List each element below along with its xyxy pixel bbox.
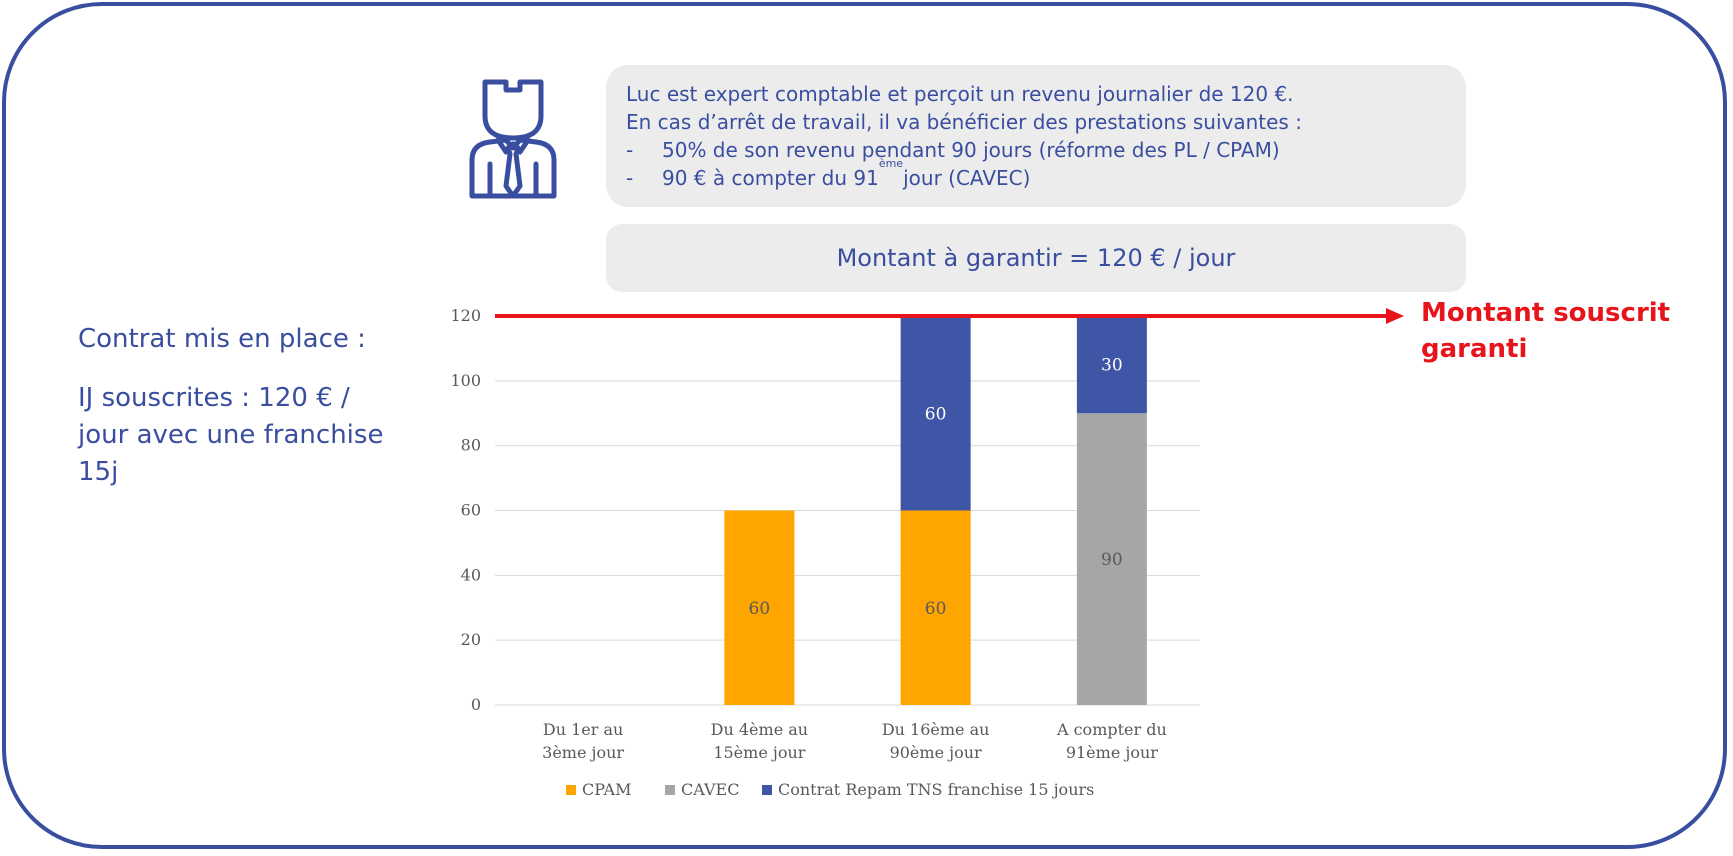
guarantee-label-line-2: garanti [1421, 334, 1528, 364]
y-tick-label: 60 [461, 501, 481, 520]
data-label: 60 [925, 404, 947, 424]
legend-swatch [566, 785, 576, 795]
bullet-dash: - [626, 138, 634, 162]
info-line-1: Luc est expert comptable et perçoit un r… [626, 82, 1294, 106]
legend-label: CPAM [582, 780, 631, 799]
bar-segment [1076, 316, 1147, 414]
info-line-2: En cas d’arrêt de travail, il va bénéfic… [626, 110, 1302, 134]
bullet-superscript: ème [878, 157, 904, 170]
x-tick-label: 3ème jour [542, 743, 624, 762]
bullet-text-pre: 90 € à compter du 91 [662, 166, 879, 190]
x-tick-label: 91ème jour [1066, 743, 1158, 762]
y-tick-label: 20 [461, 630, 481, 649]
x-tick-label: Du 1er au [543, 720, 623, 739]
contract-description: IJ souscrites : 120 € / jour avec une fr… [78, 383, 384, 487]
data-label: 60 [925, 599, 947, 619]
info-bullet-2: - 90 € à compter du 91 ème jour (CAVEC) [626, 157, 1446, 192]
guarantee-label-line-1: Montant souscrit [1421, 298, 1671, 328]
bar-segment [724, 510, 795, 705]
bar-segment [900, 510, 971, 705]
data-label: 30 [1101, 356, 1123, 376]
bar-segment [1076, 413, 1147, 705]
legend-label: Contrat Repam TNS franchise 15 jours [778, 780, 1094, 799]
amount-to-guarantee-text: Montant à garantir = 120 € / jour [836, 244, 1236, 272]
y-tick-label: 80 [461, 436, 481, 455]
y-tick-label: 40 [461, 565, 481, 584]
info-bullet-1: - 50% de son revenu pendant 90 jours (ré… [626, 136, 1446, 164]
x-tick-label: A compter du [1056, 720, 1167, 739]
data-label: 90 [1101, 550, 1123, 570]
legend-swatch [665, 785, 675, 795]
bullet-dash: - [626, 166, 634, 190]
arrow-right-icon [1386, 308, 1404, 324]
person-with-tie-icon [469, 79, 557, 199]
contract-title: Contrat mis en place : [78, 324, 366, 354]
y-tick-label: 0 [471, 695, 481, 714]
legend-swatch [762, 785, 772, 795]
x-tick-label: 90ème jour [890, 743, 982, 762]
x-tick-label: Du 16ème au [882, 720, 990, 739]
bar-segment [900, 316, 971, 511]
info-box: Luc est expert comptable et perçoit un r… [606, 65, 1466, 207]
y-tick-label: 120 [450, 306, 481, 325]
bullet-text-post: jour (CAVEC) [903, 166, 1031, 190]
amount-to-guarantee-box: Montant à garantir = 120 € / jour [606, 224, 1466, 292]
x-tick-label: 15ème jour [713, 743, 805, 762]
guarantee-label: Montant souscrit garanti [1421, 295, 1721, 367]
bullet-text: 50% de son revenu pendant 90 jours (réfo… [662, 138, 1280, 162]
legend-label: CAVEC [681, 780, 739, 799]
data-label: 60 [749, 599, 771, 619]
x-tick-label: Du 4ème au [711, 720, 808, 739]
y-tick-label: 100 [450, 371, 481, 390]
